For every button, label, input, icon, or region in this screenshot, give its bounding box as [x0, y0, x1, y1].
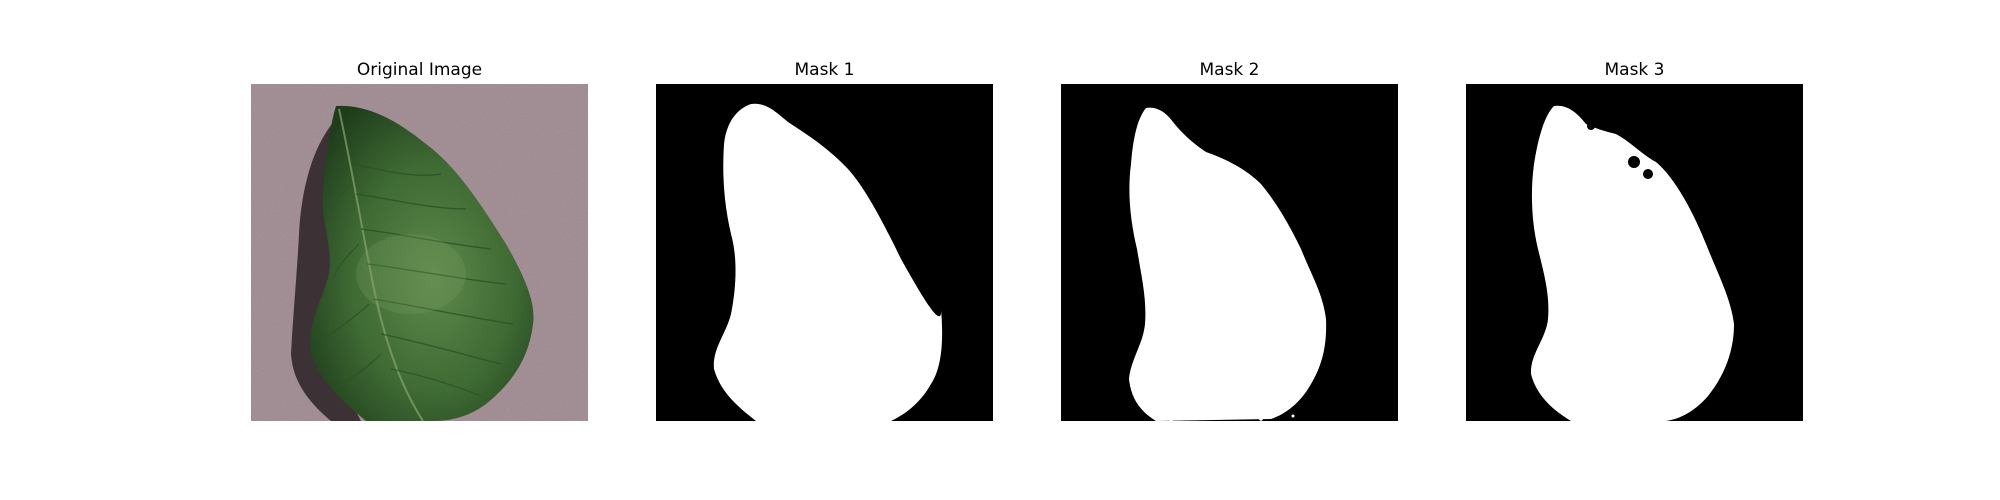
- panel-title: Mask 2: [1199, 60, 1260, 80]
- panel-title: Mask 1: [794, 60, 855, 80]
- panel-title: Original Image: [356, 60, 483, 80]
- mask-3-image: [1466, 84, 1803, 421]
- mask-1-image: [656, 84, 993, 421]
- panel-title: Mask 3: [1604, 60, 1665, 80]
- mask-2-image: [1061, 84, 1398, 421]
- original-leaf-image: [251, 84, 588, 421]
